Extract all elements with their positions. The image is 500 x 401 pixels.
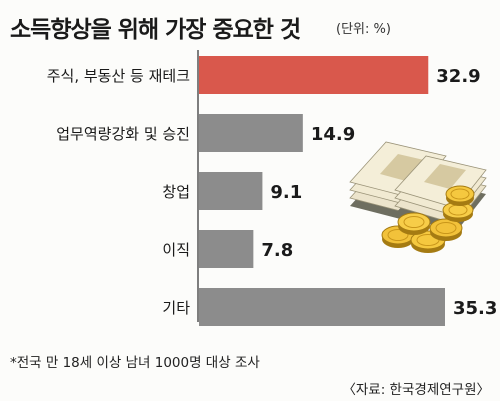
category-label: 업무역량강화 및 승진 bbox=[56, 125, 190, 143]
bar bbox=[199, 230, 254, 268]
bar bbox=[199, 56, 429, 94]
bar-group: 주식, 부동산 등 재테크 32.9 업무역량강화 및 승진 14.9 창업 9.1 이직 7… bbox=[47, 56, 497, 326]
value-label: 14.9 bbox=[311, 124, 355, 145]
value-label: 35.3 bbox=[453, 298, 497, 319]
category-label: 창업 bbox=[162, 183, 190, 201]
value-label: 7.8 bbox=[261, 240, 293, 261]
bar bbox=[199, 172, 263, 210]
category-label: 이직 bbox=[162, 241, 190, 259]
chart-title: 소득향상을 위해 가장 중요한 것 bbox=[10, 17, 301, 43]
value-label: 32.9 bbox=[436, 66, 480, 87]
money-stack-and-coins-icon bbox=[349, 141, 487, 253]
unit-label: (단위: %) bbox=[336, 22, 391, 37]
bar-chart: 주식, 부동산 등 재테크 32.9 업무역량강화 및 승진 14.9 창업 9.1 이직 7… bbox=[47, 50, 497, 326]
footnote: *전국 만 18세 이상 남녀 1000명 대상 조사 bbox=[10, 355, 260, 371]
bar bbox=[199, 114, 303, 152]
source-label: 〈자료: 한국경제연구원〉 bbox=[342, 382, 490, 398]
gold-coins-icon bbox=[381, 185, 475, 253]
bar bbox=[199, 288, 445, 326]
category-label: 기타 bbox=[162, 299, 190, 317]
value-label: 9.1 bbox=[270, 182, 302, 203]
category-label: 주식, 부동산 등 재테크 bbox=[47, 67, 190, 85]
